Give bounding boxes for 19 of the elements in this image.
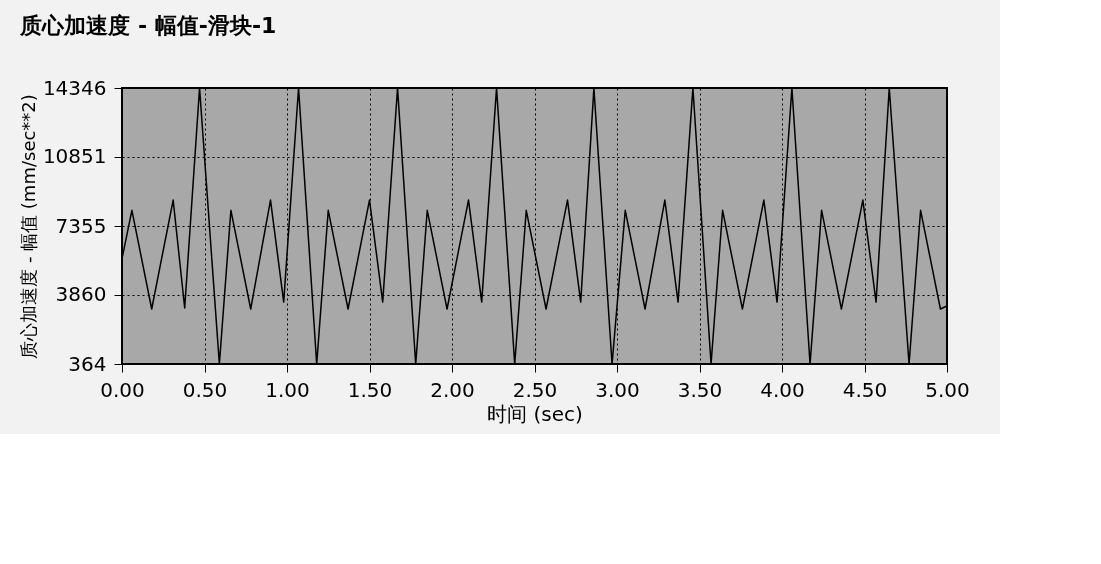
x-tick-label: 0.00 (100, 377, 145, 402)
y-axis-title: 质心加速度 - 幅值 (mm/sec**2) (17, 94, 39, 359)
x-tick-label: 3.00 (595, 377, 640, 402)
chart-title: 质心加速度 - 幅值-滑块-1 (19, 13, 277, 38)
x-tick-label: 1.00 (265, 377, 310, 402)
x-tick-label: 3.50 (677, 377, 723, 402)
x-tick-label: 4.00 (760, 377, 805, 402)
x-tick-label: 0.50 (182, 377, 228, 402)
x-tick-label: 4.50 (842, 377, 888, 402)
x-tick-label: 2.50 (512, 377, 558, 402)
y-tick-label: 7355 (55, 213, 107, 238)
y-tick-label: 10851 (42, 144, 107, 169)
y-tick-label: 364 (68, 351, 107, 376)
y-tick-label: 3860 (55, 282, 107, 307)
x-tick-label: 1.50 (347, 377, 393, 402)
y-tick-label: 14346 (42, 75, 107, 100)
x-tick-label: 2.00 (430, 377, 475, 402)
x-axis-title: 时间 (sec) (487, 401, 583, 426)
x-tick-label: 5.00 (925, 377, 970, 402)
